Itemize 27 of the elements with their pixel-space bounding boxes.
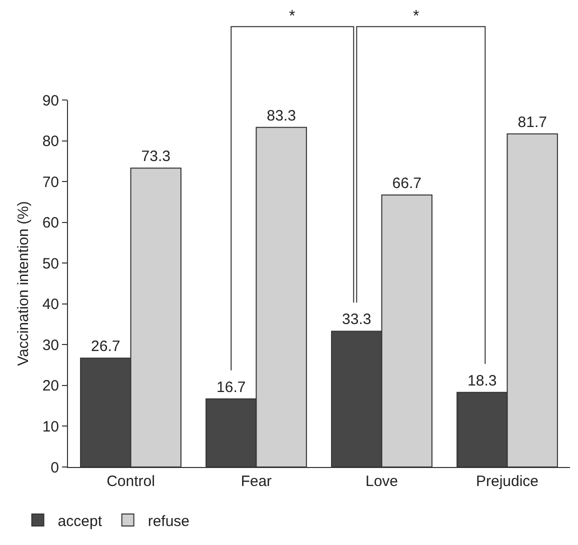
data-label: 18.3 [468,372,497,390]
y-tick-label: 20 [42,378,59,395]
y-tick-label: 10 [42,418,59,436]
y-tick-label: 70 [42,174,59,191]
x-tick-label: Fear [240,473,272,490]
data-label: 16.7 [216,378,246,396]
y-tick-label: 0 [50,459,59,476]
data-label: 73.3 [141,148,170,166]
legend-label: accept [58,512,103,530]
y-tick-label: 90 [42,92,59,110]
text: * [289,8,296,25]
data-label: 81.7 [518,114,547,131]
legend-label: refuse [148,512,190,530]
data-label: 83.3 [266,107,296,124]
y-tick-label: 40 [42,296,59,314]
data-label: 33.3 [342,311,372,328]
y-tick-label: 80 [42,133,59,150]
y-tick-label: 60 [42,214,59,232]
x-tick-label: Prejudice [476,473,539,490]
text: * [413,8,420,25]
y-tick-label: 50 [42,255,59,272]
x-tick-label: Control [106,473,155,490]
data-label: 26.7 [91,338,120,356]
data-label: 66.7 [392,175,422,192]
x-tick-label: Love [365,473,398,490]
y-axis-title: Vaccination intention (%) [15,201,32,366]
y-tick-label: 30 [42,336,59,354]
